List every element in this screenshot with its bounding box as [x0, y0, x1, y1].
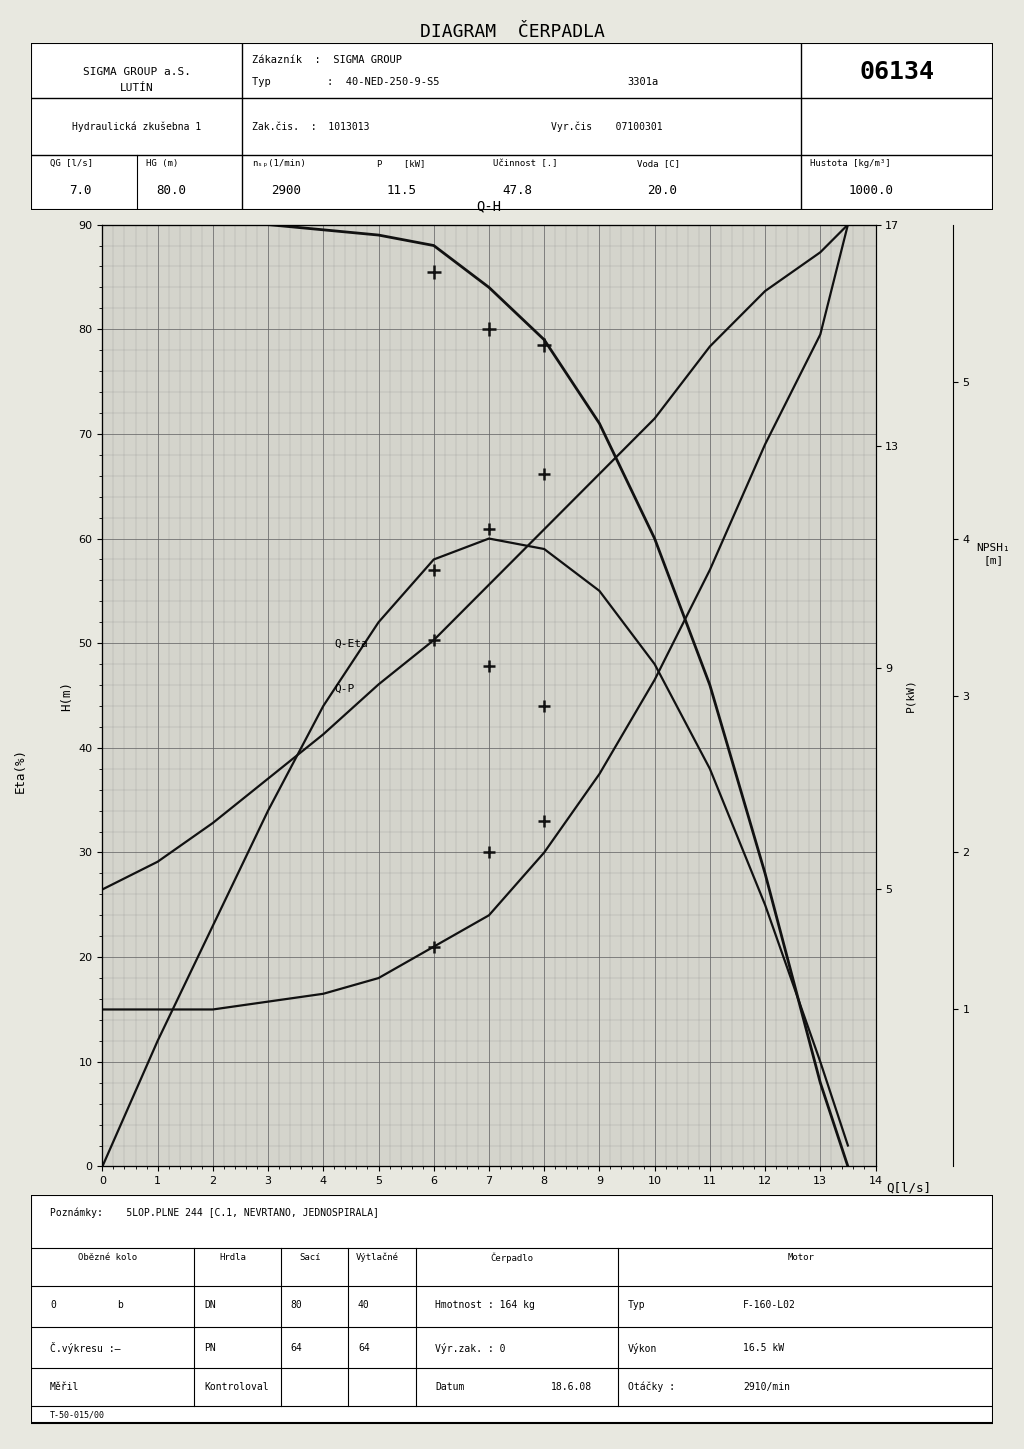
Text: Č.výkresu :—: Č.výkresu :—: [50, 1342, 121, 1355]
Text: Datum: Datum: [435, 1382, 464, 1391]
Text: NPSH₁
[m]: NPSH₁ [m]: [977, 543, 1010, 565]
Text: 0: 0: [50, 1300, 56, 1310]
Text: DIAGRAM  ČERPADLA: DIAGRAM ČERPADLA: [420, 23, 604, 41]
Text: 11.5: 11.5: [387, 184, 417, 197]
Text: Typ: Typ: [628, 1300, 645, 1310]
Text: 7.0: 7.0: [70, 184, 92, 197]
Text: b: b: [118, 1300, 123, 1310]
Text: SIGMA GROUP a.S.: SIGMA GROUP a.S.: [83, 67, 190, 77]
Text: Čerpadlo: Čerpadlo: [490, 1252, 534, 1264]
Text: Výtlačné: Výtlačné: [355, 1253, 398, 1262]
Text: T-50-015/00: T-50-015/00: [50, 1411, 105, 1420]
Text: Hustota [kg/m³]: Hustota [kg/m³]: [810, 159, 891, 168]
Text: Q-P: Q-P: [334, 684, 354, 694]
Text: Měřil: Měřil: [50, 1382, 79, 1391]
Text: PN: PN: [204, 1343, 216, 1353]
Text: 2910/min: 2910/min: [743, 1382, 790, 1391]
Text: DN: DN: [204, 1300, 216, 1310]
Y-axis label: P(kW): P(kW): [905, 678, 914, 713]
Text: 47.8: 47.8: [503, 184, 532, 197]
Text: 18.6.08: 18.6.08: [551, 1382, 592, 1391]
Text: Voda [C]: Voda [C]: [637, 159, 680, 168]
Text: 3301a: 3301a: [628, 77, 658, 87]
Text: Sací: Sací: [299, 1253, 321, 1262]
Text: Hydraulická zkušebna 1: Hydraulická zkušebna 1: [72, 122, 202, 132]
Text: Poznámky:    5LOP.PLNE 244 [C.1, NEVRTANO, JEDNOSPIRALA]: Poznámky: 5LOP.PLNE 244 [C.1, NEVRTANO, …: [50, 1207, 379, 1217]
Text: Q-H: Q-H: [476, 199, 502, 213]
Text: F-160-L02: F-160-L02: [743, 1300, 796, 1310]
Text: LUTÍN: LUTÍN: [120, 84, 154, 94]
Text: 20.0: 20.0: [647, 184, 677, 197]
Text: Eta(%): Eta(%): [14, 748, 27, 794]
Text: 2900: 2900: [271, 184, 301, 197]
Text: Vyr.čis    07100301: Vyr.čis 07100301: [551, 122, 663, 132]
Text: Motor: Motor: [787, 1253, 814, 1262]
Text: Q-Eta: Q-Eta: [334, 639, 368, 649]
Text: QG [l/s]: QG [l/s]: [50, 159, 93, 168]
Text: Výr.zak. : 0: Výr.zak. : 0: [435, 1343, 506, 1353]
Text: Výkon: Výkon: [628, 1343, 656, 1353]
Text: Zak.čis.  :  1013013: Zak.čis. : 1013013: [252, 122, 370, 132]
Text: 06134: 06134: [859, 59, 935, 84]
Text: Kontroloval: Kontroloval: [204, 1382, 268, 1391]
Text: Q[l/s]: Q[l/s]: [886, 1182, 931, 1194]
Text: HG (m): HG (m): [146, 159, 178, 168]
Text: P    [kW]: P [kW]: [377, 159, 426, 168]
Text: Hmotnost : 164 kg: Hmotnost : 164 kg: [435, 1300, 535, 1310]
Text: Učinnost [.]: Učinnost [.]: [493, 159, 557, 168]
Text: Otáčky :: Otáčky :: [628, 1381, 675, 1392]
Text: 80.0: 80.0: [156, 184, 185, 197]
Text: 64: 64: [358, 1343, 370, 1353]
Text: 64: 64: [291, 1343, 302, 1353]
Text: Zákazník  :  SIGMA GROUP: Zákazník : SIGMA GROUP: [252, 55, 402, 65]
Y-axis label: H(m): H(m): [60, 681, 73, 710]
Text: 80: 80: [291, 1300, 302, 1310]
Text: 16.5 kW: 16.5 kW: [743, 1343, 784, 1353]
Text: nₛₚ(1/min): nₛₚ(1/min): [252, 159, 306, 168]
Text: 1000.0: 1000.0: [849, 184, 894, 197]
Text: Obězné kolo: Obězné kolo: [78, 1253, 137, 1262]
Text: Typ         :  40-NED-250-9-S5: Typ : 40-NED-250-9-S5: [252, 77, 439, 87]
Text: 40: 40: [358, 1300, 370, 1310]
Text: Hrdla: Hrdla: [219, 1253, 247, 1262]
